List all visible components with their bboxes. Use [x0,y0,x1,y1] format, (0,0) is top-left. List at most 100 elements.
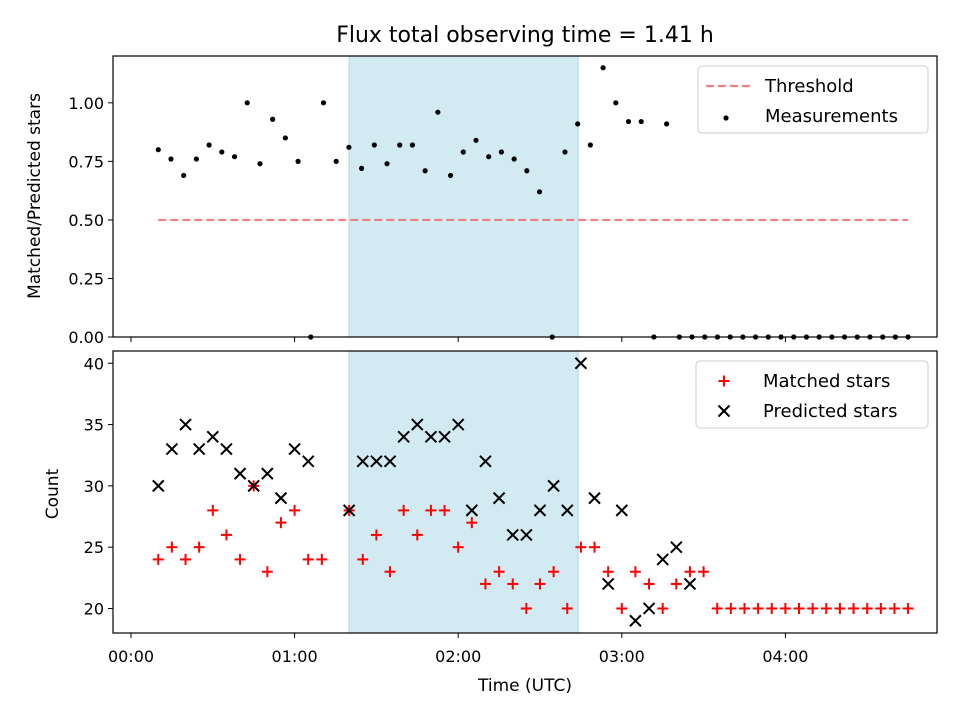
matched-star-point [711,602,723,614]
measurement-point [600,65,606,71]
measurement-point [257,161,263,167]
predicted-x-b [479,455,492,468]
x-tick-label: 03:00 [599,647,645,666]
predicted-star-point [670,540,683,554]
predicted-x-b [451,418,465,431]
bottom-x-ticks: 00:00 01:00 02:00 03:00 04:00 [108,633,808,666]
legend-predicted-swatch-b [717,404,731,418]
predicted-x-b [206,430,220,444]
predicted-star-point [656,553,669,566]
matched-star-point [616,602,628,614]
matched-star-point [725,602,737,614]
predicted-star-point [247,479,260,493]
measurement-point [409,142,416,148]
bottom-y-ticks: 20 25 30 35 40 [84,354,113,618]
matched-star-point [439,504,451,516]
predicted-star-point [288,442,301,456]
predicted-x-b [424,430,438,444]
matched-star-point [289,504,301,516]
predicted-star-point [438,430,451,444]
measurement-point [511,156,517,162]
matched-star-point [670,578,682,590]
measurement-point [320,100,327,106]
top-y-tick-label: 0.00 [68,328,104,347]
matched-star-point [275,517,287,529]
predicted-star-point [302,455,315,468]
bottom-y-tick-label: 40 [84,354,104,373]
predicted-star-point [506,528,519,542]
predicted-x-b [561,504,574,517]
matched-star-point [316,553,328,565]
x-tick-label: 01:00 [272,647,318,666]
predicted-x-b [506,528,519,542]
predicted-x-b [411,418,424,431]
matched-star-point [766,602,778,614]
predicted-star-point [629,614,642,627]
bottom-y-tick-label: 30 [84,477,104,496]
top-y-tick-label: 0.50 [68,211,104,230]
predicted-x-b [247,479,260,493]
predicted-x-b [547,479,560,493]
predicted-x-b [465,504,479,517]
predicted-x-b [192,442,206,456]
predicted-star-point [520,528,533,542]
matched-star-point [220,529,232,541]
matched-star-point [643,578,655,590]
bottom-axes-frame [112,350,938,634]
chart-title: Flux total observing time = 1.41 h [336,23,714,48]
predicted-star-point [683,577,697,591]
top-legend: Threshold Measurements [697,65,929,134]
predicted-x-b [220,442,233,456]
measurement-point [460,149,466,155]
predicted-x-b [356,455,369,468]
predicted-star-point [397,430,410,444]
bottom-panel: 20 25 30 35 40 00:00 01:00 02:00 03:00 04:00 Tim… [43,350,938,696]
measurement-point [625,118,632,125]
measurement-point [270,116,276,122]
measurement-point [435,109,441,115]
matched-star-point [875,602,887,614]
predicted-star-point [206,430,220,444]
matched-star-point [193,541,205,553]
measurement-point [397,142,403,148]
matched-star-point [534,578,546,590]
measurement-point [359,165,365,171]
measurement-point [498,149,505,155]
predicted-star-point [233,467,247,480]
predicted-star-point [588,491,601,505]
matched-star-point [357,553,369,565]
predicted-x-b [533,504,547,517]
predicted-x-b [629,614,642,627]
predicted-x-b [302,455,315,468]
predicted-x-b [165,442,179,456]
measurement-point [244,100,250,106]
top-axes-frame [112,55,938,338]
predicted-star-point [642,602,656,615]
measurement-point [181,172,187,179]
measurement-point [447,172,454,179]
predicted-x-b [642,602,656,615]
legend-label: Matched stars [763,371,890,392]
matched-star-point [820,602,832,614]
matched-star-point [370,529,382,541]
predicted-x-b [179,418,192,431]
predicted-star-point [342,504,356,517]
predicted-x-b [492,491,506,505]
predicted-star-point [220,442,233,456]
predicted-star-point [561,504,574,517]
predicted-x-b [288,442,301,456]
measurement-point [664,121,670,127]
matched-star-point [261,566,273,578]
predicted-star-point [451,418,465,431]
x-tick-label: 04:00 [762,647,808,666]
predicted-star-point [465,504,479,517]
matched-star-point [848,602,860,614]
matched-star-point [561,602,573,614]
predicted-star-point [411,418,424,431]
predicted-star-point [574,357,588,370]
predicted-star-point [356,455,369,468]
predicted-x-b [370,455,383,468]
matched-star-point [425,504,437,516]
matched-star-point [479,578,491,590]
